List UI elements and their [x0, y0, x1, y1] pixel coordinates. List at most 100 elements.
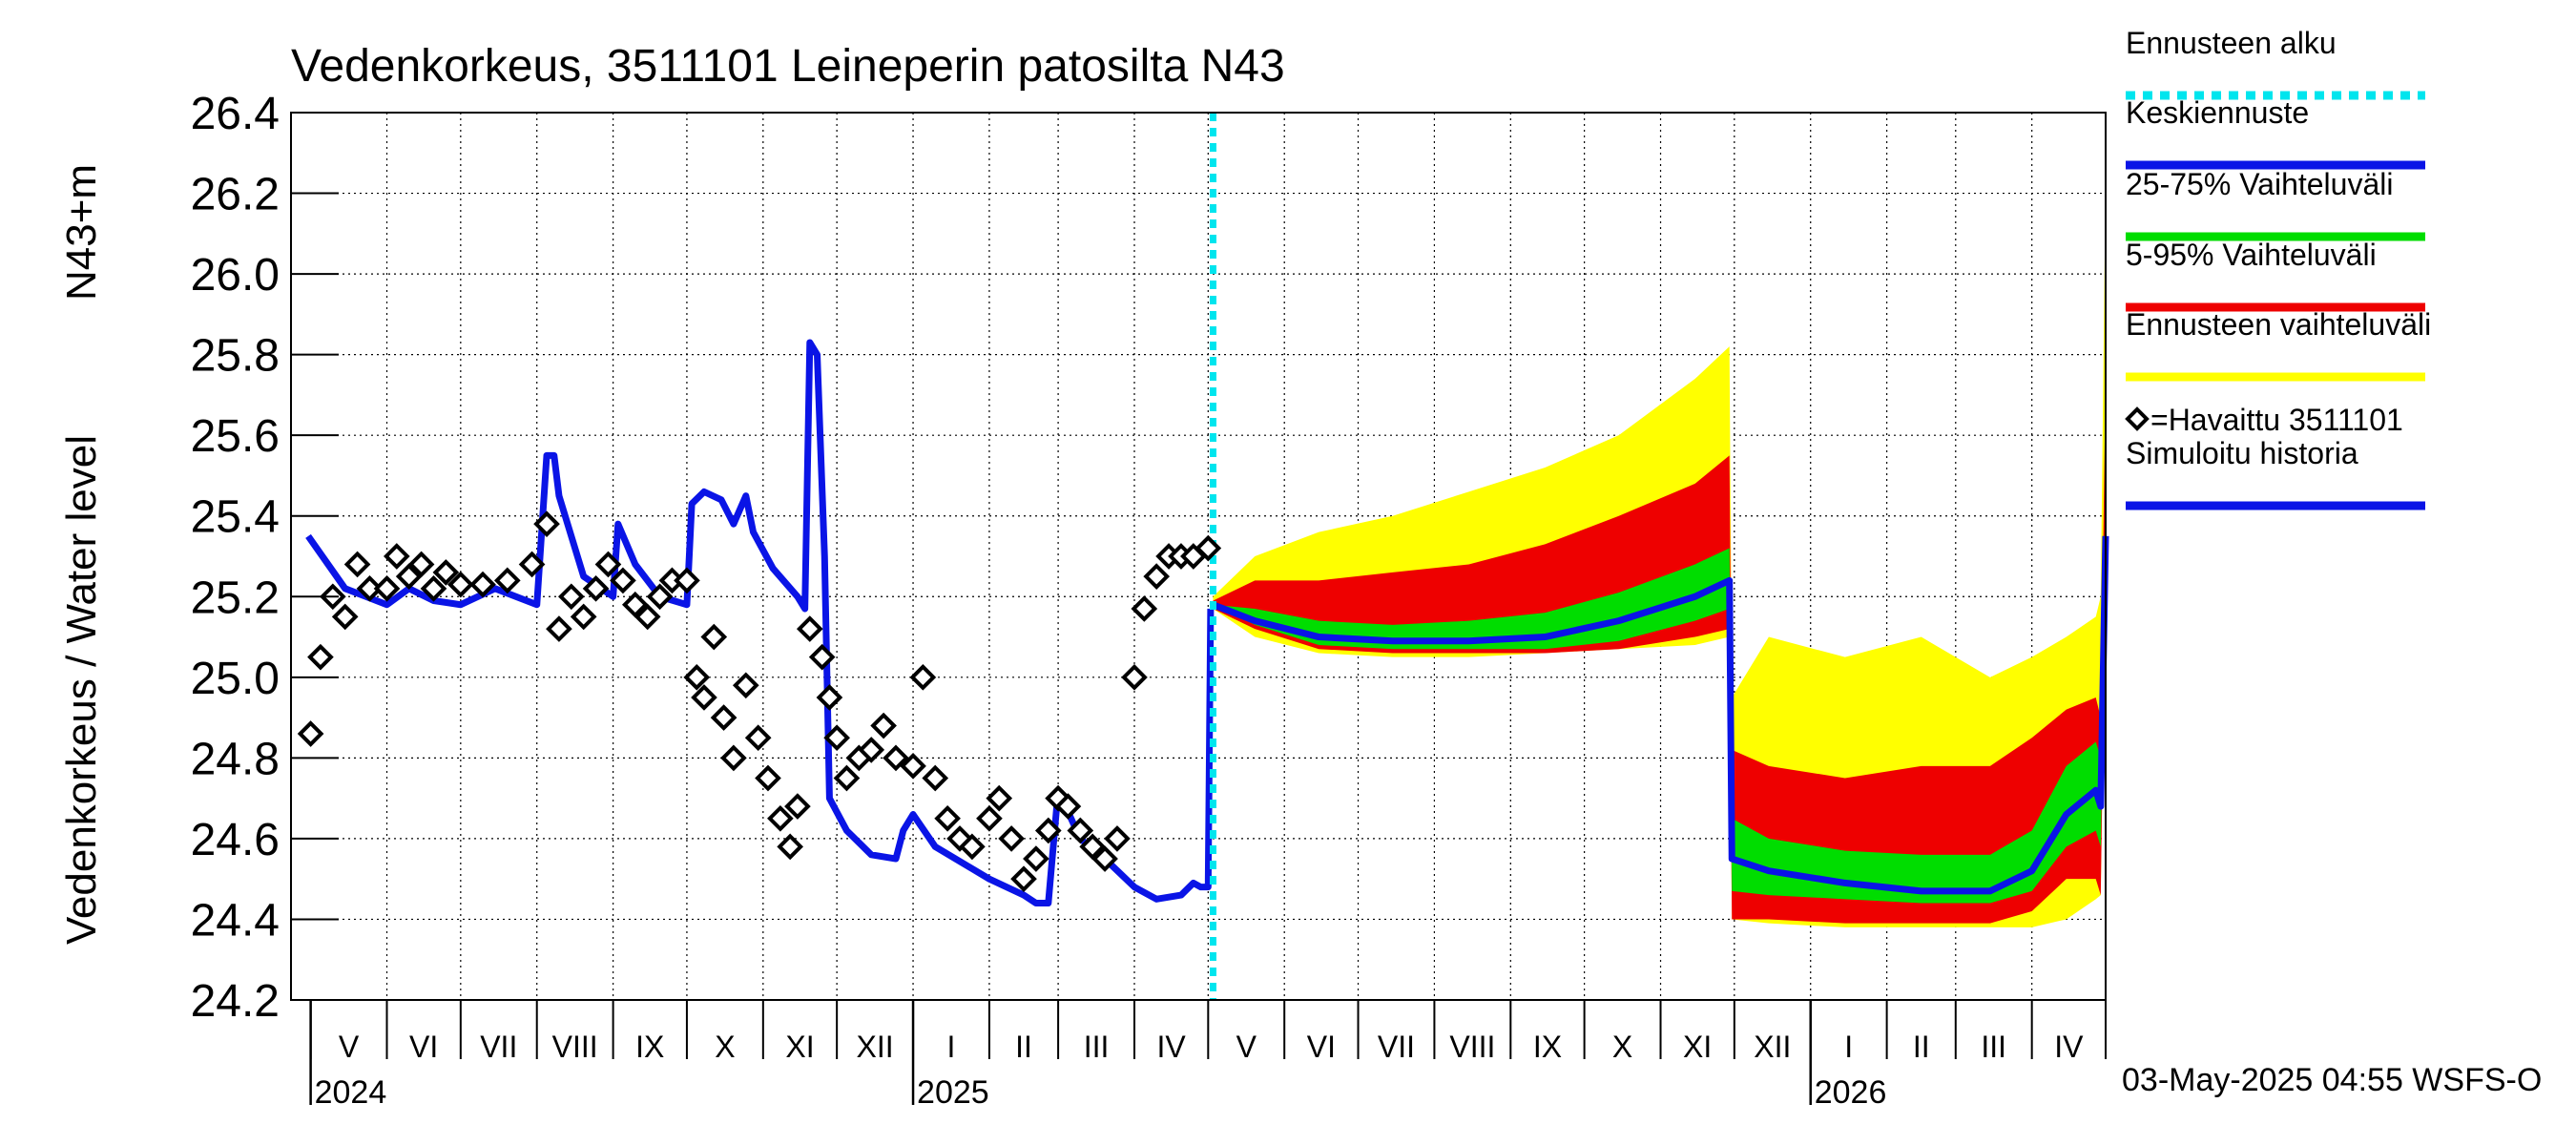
- observed-point: [998, 825, 1025, 852]
- y-tick-label: 24.6: [191, 815, 280, 865]
- observed-point: [767, 804, 794, 832]
- footer-timestamp: 03-May-2025 04:55 WSFS-O: [2122, 1062, 2542, 1098]
- chart-title: Vedenkorkeus, 3511101 Leineperin patosil…: [291, 41, 1285, 92]
- observed-point: [674, 567, 700, 594]
- observed-markers: [297, 510, 1222, 893]
- observed-point: [1121, 663, 1148, 691]
- y-axis-unit: N43+m: [58, 164, 105, 301]
- observed-point: [447, 571, 474, 598]
- y-tick-label: 25.4: [191, 492, 280, 543]
- x-month-label: VIII: [552, 1030, 598, 1064]
- x-year-label: 2024: [315, 1074, 387, 1111]
- x-month-label: I: [947, 1030, 956, 1064]
- observed-point: [823, 724, 850, 752]
- observed-point: [1054, 793, 1082, 820]
- forecast-bands: [1213, 173, 2106, 927]
- y-tick-label: 25.2: [191, 572, 280, 623]
- simulated-history-line: [305, 339, 1215, 907]
- legend-label: 25-75% Vaihteluväli: [2126, 167, 2393, 201]
- observed-point: [1034, 817, 1062, 844]
- observed-point: [1143, 563, 1171, 590]
- observed-point: [784, 793, 811, 820]
- observed-point: [808, 643, 836, 671]
- y-ticks: 24.2 24.4 24.6 24.8 25.0 25.2 25.4 25.6 25.8 26.0…: [191, 89, 339, 1027]
- legend-marker: [2125, 406, 2150, 431]
- x-month-label: X: [1612, 1030, 1632, 1064]
- observed-point: [297, 720, 324, 747]
- y-tick-label: 24.8: [191, 734, 280, 784]
- observed-point: [420, 574, 447, 602]
- observed-point: [646, 583, 674, 611]
- x-month-label: V: [1236, 1030, 1257, 1064]
- observed-point: [710, 704, 737, 731]
- observed-point: [986, 784, 1013, 812]
- x-month-label: IX: [1533, 1030, 1562, 1064]
- observed-point: [1091, 845, 1118, 872]
- observed-point: [883, 744, 909, 772]
- x-month-label: IV: [1157, 1030, 1187, 1064]
- plot-frame: [290, 112, 2107, 1001]
- observed-point: [1023, 845, 1049, 872]
- x-month-label: XI: [1683, 1030, 1712, 1064]
- observed-point: [922, 764, 949, 792]
- observed-point: [383, 543, 410, 570]
- observed-point: [870, 712, 897, 739]
- observed-point: [858, 737, 885, 763]
- x-axis: V VI VII VIII IX X XI XII I II III IV V VI VII VIII IX X X…: [309, 1000, 2107, 1111]
- observed-point: [683, 663, 711, 691]
- observed-point: [594, 551, 622, 578]
- observed-point: [570, 603, 597, 631]
- x-month-label: VII: [480, 1030, 517, 1064]
- x-month-label: III: [1981, 1030, 2006, 1064]
- y-tick-label: 25.0: [191, 654, 280, 704]
- legend-label: Ennusteen alku: [2126, 26, 2337, 60]
- observed-point: [1079, 833, 1107, 861]
- observed-point: [469, 571, 496, 598]
- x-month-label: I: [1844, 1030, 1853, 1064]
- legend: Ennusteen alku Keskiennuste 25-75% Vaihtel…: [2125, 26, 2431, 510]
- observed-point: [331, 603, 359, 631]
- observed-point: [816, 684, 843, 711]
- observed-point: [1067, 817, 1094, 844]
- x-month-label: IX: [635, 1030, 664, 1064]
- observed-point: [307, 643, 334, 671]
- observed-point: [909, 663, 937, 691]
- y-axis-label: Vedenkorkeus / Water level: [58, 435, 105, 945]
- observed-point: [700, 623, 728, 651]
- band-5-95: [1213, 374, 2106, 924]
- observed-point: [582, 574, 610, 602]
- x-month-label: VII: [1378, 1030, 1415, 1064]
- legend-label: 5-95% Vaihteluväli: [2126, 238, 2377, 272]
- observed-point: [777, 833, 804, 861]
- legend-label: Keskiennuste: [2126, 95, 2309, 130]
- x-year-label: 2025: [917, 1074, 989, 1111]
- band-25-75: [1213, 475, 2106, 904]
- legend-label: Simuloitu historia: [2126, 436, 2358, 470]
- observed-point: [796, 615, 823, 642]
- x-month-label: VI: [1307, 1030, 1336, 1064]
- observed-point: [610, 567, 636, 594]
- x-month-label: III: [1084, 1030, 1110, 1064]
- x-month-label: XII: [857, 1030, 894, 1064]
- y-tick-label: 24.4: [191, 895, 280, 946]
- x-month-label: X: [715, 1030, 735, 1064]
- observed-point: [1010, 865, 1037, 893]
- observed-point: [934, 804, 961, 832]
- legend-label: =Havaittu 3511101: [2150, 403, 2403, 437]
- x-month-label: V: [339, 1030, 360, 1064]
- observed-point: [1104, 825, 1131, 852]
- observed-point: [755, 764, 781, 792]
- median-forecast-line: [1212, 535, 2109, 895]
- y-tick-label: 24.2: [191, 976, 280, 1027]
- observed-point: [900, 752, 926, 780]
- y-tick-label: 26.2: [191, 170, 280, 220]
- observed-point: [356, 574, 384, 602]
- y-tick-label: 25.6: [191, 411, 280, 462]
- y-tick-label: 26.4: [191, 89, 280, 139]
- observed-point: [518, 551, 546, 578]
- observed-point: [395, 563, 423, 590]
- observed-point: [720, 744, 747, 772]
- legend-label: Ennusteen vaihteluväli: [2126, 307, 2431, 342]
- x-month-label: II: [1913, 1030, 1930, 1064]
